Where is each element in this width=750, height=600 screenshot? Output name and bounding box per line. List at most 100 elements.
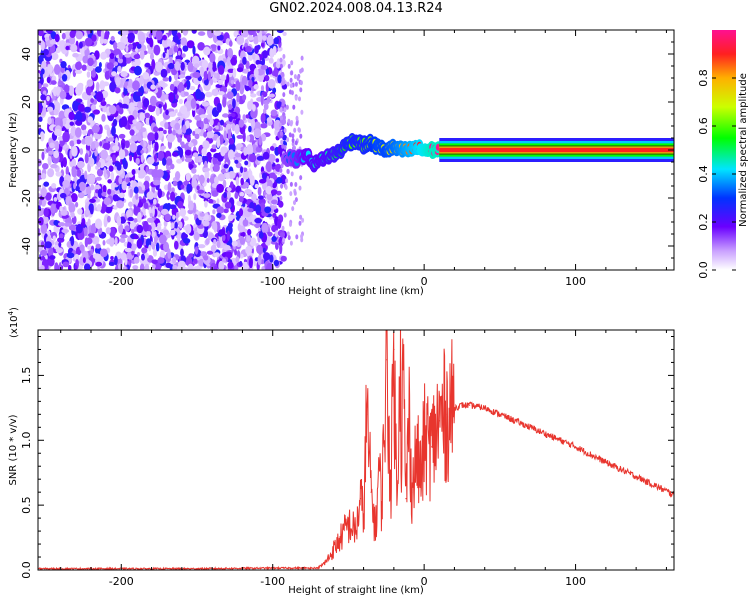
spectrogram-noise-cell — [76, 169, 82, 177]
spectrogram-noise-cell — [47, 150, 56, 155]
spectrogram-noise-cell — [293, 190, 297, 196]
spectrogram-noise-cell — [144, 62, 151, 68]
spectrogram-noise-cell — [269, 254, 274, 263]
spectrogram-noise-cell — [240, 177, 244, 186]
spectrogram-noise-cell — [270, 109, 278, 117]
spectrogram-noise-cell — [177, 136, 182, 143]
spectrogram-noise-cell — [54, 262, 59, 270]
spectrogram-noise-cell — [69, 140, 75, 147]
spectrogram-noise-cell — [151, 243, 156, 250]
spectrogram-noise-cell — [203, 198, 209, 203]
spectrogram-noise-cell — [136, 43, 142, 49]
spectrogram-noise-cell — [169, 83, 175, 92]
spectrogram-noise-cell — [139, 75, 144, 86]
spectrogram-noise-cell — [68, 85, 75, 96]
spectrogram-noise-cell — [121, 30, 129, 36]
spectrogram-noise-cell — [102, 240, 106, 246]
spectrogram-noise-cell — [84, 152, 89, 164]
spectrogram-noise-cell — [172, 151, 178, 157]
spectrogram-noise-cell — [72, 52, 79, 58]
spectrogram-noise-cell — [197, 189, 205, 194]
spectrogram-noise-cell — [289, 77, 293, 83]
spectrogram-noise-cell — [172, 129, 176, 136]
spectrogram-noise-cell — [279, 243, 283, 255]
spectrogram-noise-cell — [204, 78, 209, 86]
spectrogram-noise-cell — [192, 130, 196, 136]
spectrogram-noise-cell — [235, 162, 242, 169]
spectrogram-noise-cell — [169, 229, 176, 236]
snr-data-point — [438, 420, 440, 422]
spectrogram-noise-cell — [175, 212, 179, 219]
spectrogram-noise-cell — [172, 264, 178, 270]
spectrogram-noise-cell — [289, 83, 293, 89]
spectrogram-noise-cell — [84, 48, 90, 58]
spectrogram-noise-cell — [74, 185, 80, 192]
spectrogram-noise-cell — [239, 253, 244, 259]
spectrogram-noise-cell — [41, 60, 47, 69]
spectrogram-noise-cell — [40, 249, 48, 256]
spectrogram-noise-cell — [183, 91, 189, 97]
spectrogram-noise-cell — [234, 249, 238, 256]
spectrogram-noise-cell — [168, 75, 172, 82]
spectrogram-noise-cell — [248, 257, 253, 269]
spectrogram-noise-cell — [38, 193, 42, 198]
spectrogram-noise-cell — [91, 235, 100, 245]
spectrogram-noise-cell — [50, 80, 57, 85]
spectrogram-noise-cell — [194, 128, 202, 134]
spectrogram-noise-cell — [133, 54, 141, 60]
spectrogram-noise-cell — [107, 188, 112, 195]
spectrogram-noise-cell — [191, 167, 197, 174]
spectrogram-noise-cell — [135, 47, 139, 53]
spectrogram-noise-cell — [38, 30, 44, 37]
spectrogram-noise-cell — [298, 185, 302, 191]
spectrogram-noise-cell — [206, 130, 215, 139]
spectrogram-noise-cell — [269, 172, 276, 179]
spectrogram-noise-cell — [133, 234, 139, 240]
spectrogram-noise-cell — [170, 222, 175, 229]
spectrogram-noise-cell — [47, 168, 55, 178]
spectrogram-noise-cell — [75, 201, 79, 208]
snr-data-point — [390, 485, 392, 487]
spectrogram-noise-cell — [180, 37, 188, 46]
spectrogram-noise-cell — [265, 68, 270, 76]
spectrogram-noise-cell — [91, 124, 100, 134]
spectrogram-noise-cell — [282, 237, 286, 243]
snr-data-point — [544, 433, 546, 435]
spectrogram-noise-cell — [123, 266, 127, 270]
snr-ylabel: SNR (10 * v/v) — [8, 414, 19, 485]
spectrogram-noise-cell — [178, 221, 183, 229]
spectrogram-noise-cell — [53, 197, 58, 202]
spectrogram-noise-cell — [299, 68, 303, 74]
spectrogram-noise-cell — [235, 118, 239, 127]
spectrogram-noise-cell — [215, 125, 219, 130]
spectrogram-noise-cell — [84, 170, 88, 180]
spectrogram-noise-cell — [176, 158, 183, 164]
spectrogram-noise-cell — [264, 74, 270, 82]
spectrogram-noise-cell — [298, 127, 301, 133]
spectrogram-noise-cell — [116, 215, 122, 226]
spectrogram-noise-cell — [193, 231, 200, 241]
spectrogram-noise-cell — [253, 128, 262, 139]
spectrogram-noise-cell — [145, 116, 151, 126]
spectrogram-noise-cell — [138, 169, 146, 178]
spectrogram-noise-cell — [223, 244, 231, 251]
spectrogram-noise-cell — [283, 212, 287, 218]
spectrogram-noise-cell — [154, 141, 159, 152]
snr-data-point — [499, 413, 501, 415]
spectrogram-noise-cell — [245, 114, 250, 119]
spectrogram-noise-cell — [248, 79, 253, 88]
spectrogram-noise-cell — [60, 61, 67, 69]
spectrogram-noise-cell — [86, 186, 92, 196]
spectrogram-noise-cell — [69, 35, 76, 45]
spectrogram-noise-cell — [38, 82, 42, 90]
spectrogram-noise-cell — [71, 30, 77, 37]
spectrogram-noise-cell — [177, 201, 184, 209]
spectrogram-x-tick-label: -100 — [260, 275, 285, 288]
snr-data-point — [399, 323, 400, 324]
spectrogram-noise-cell — [83, 227, 88, 237]
snr-data-point — [514, 420, 516, 422]
spectrogram-noise-cell — [206, 178, 210, 183]
spectrogram-noise-cell — [199, 174, 205, 184]
spectrogram-noise-cell — [213, 163, 220, 172]
spectrogram-noise-cell — [48, 247, 54, 258]
